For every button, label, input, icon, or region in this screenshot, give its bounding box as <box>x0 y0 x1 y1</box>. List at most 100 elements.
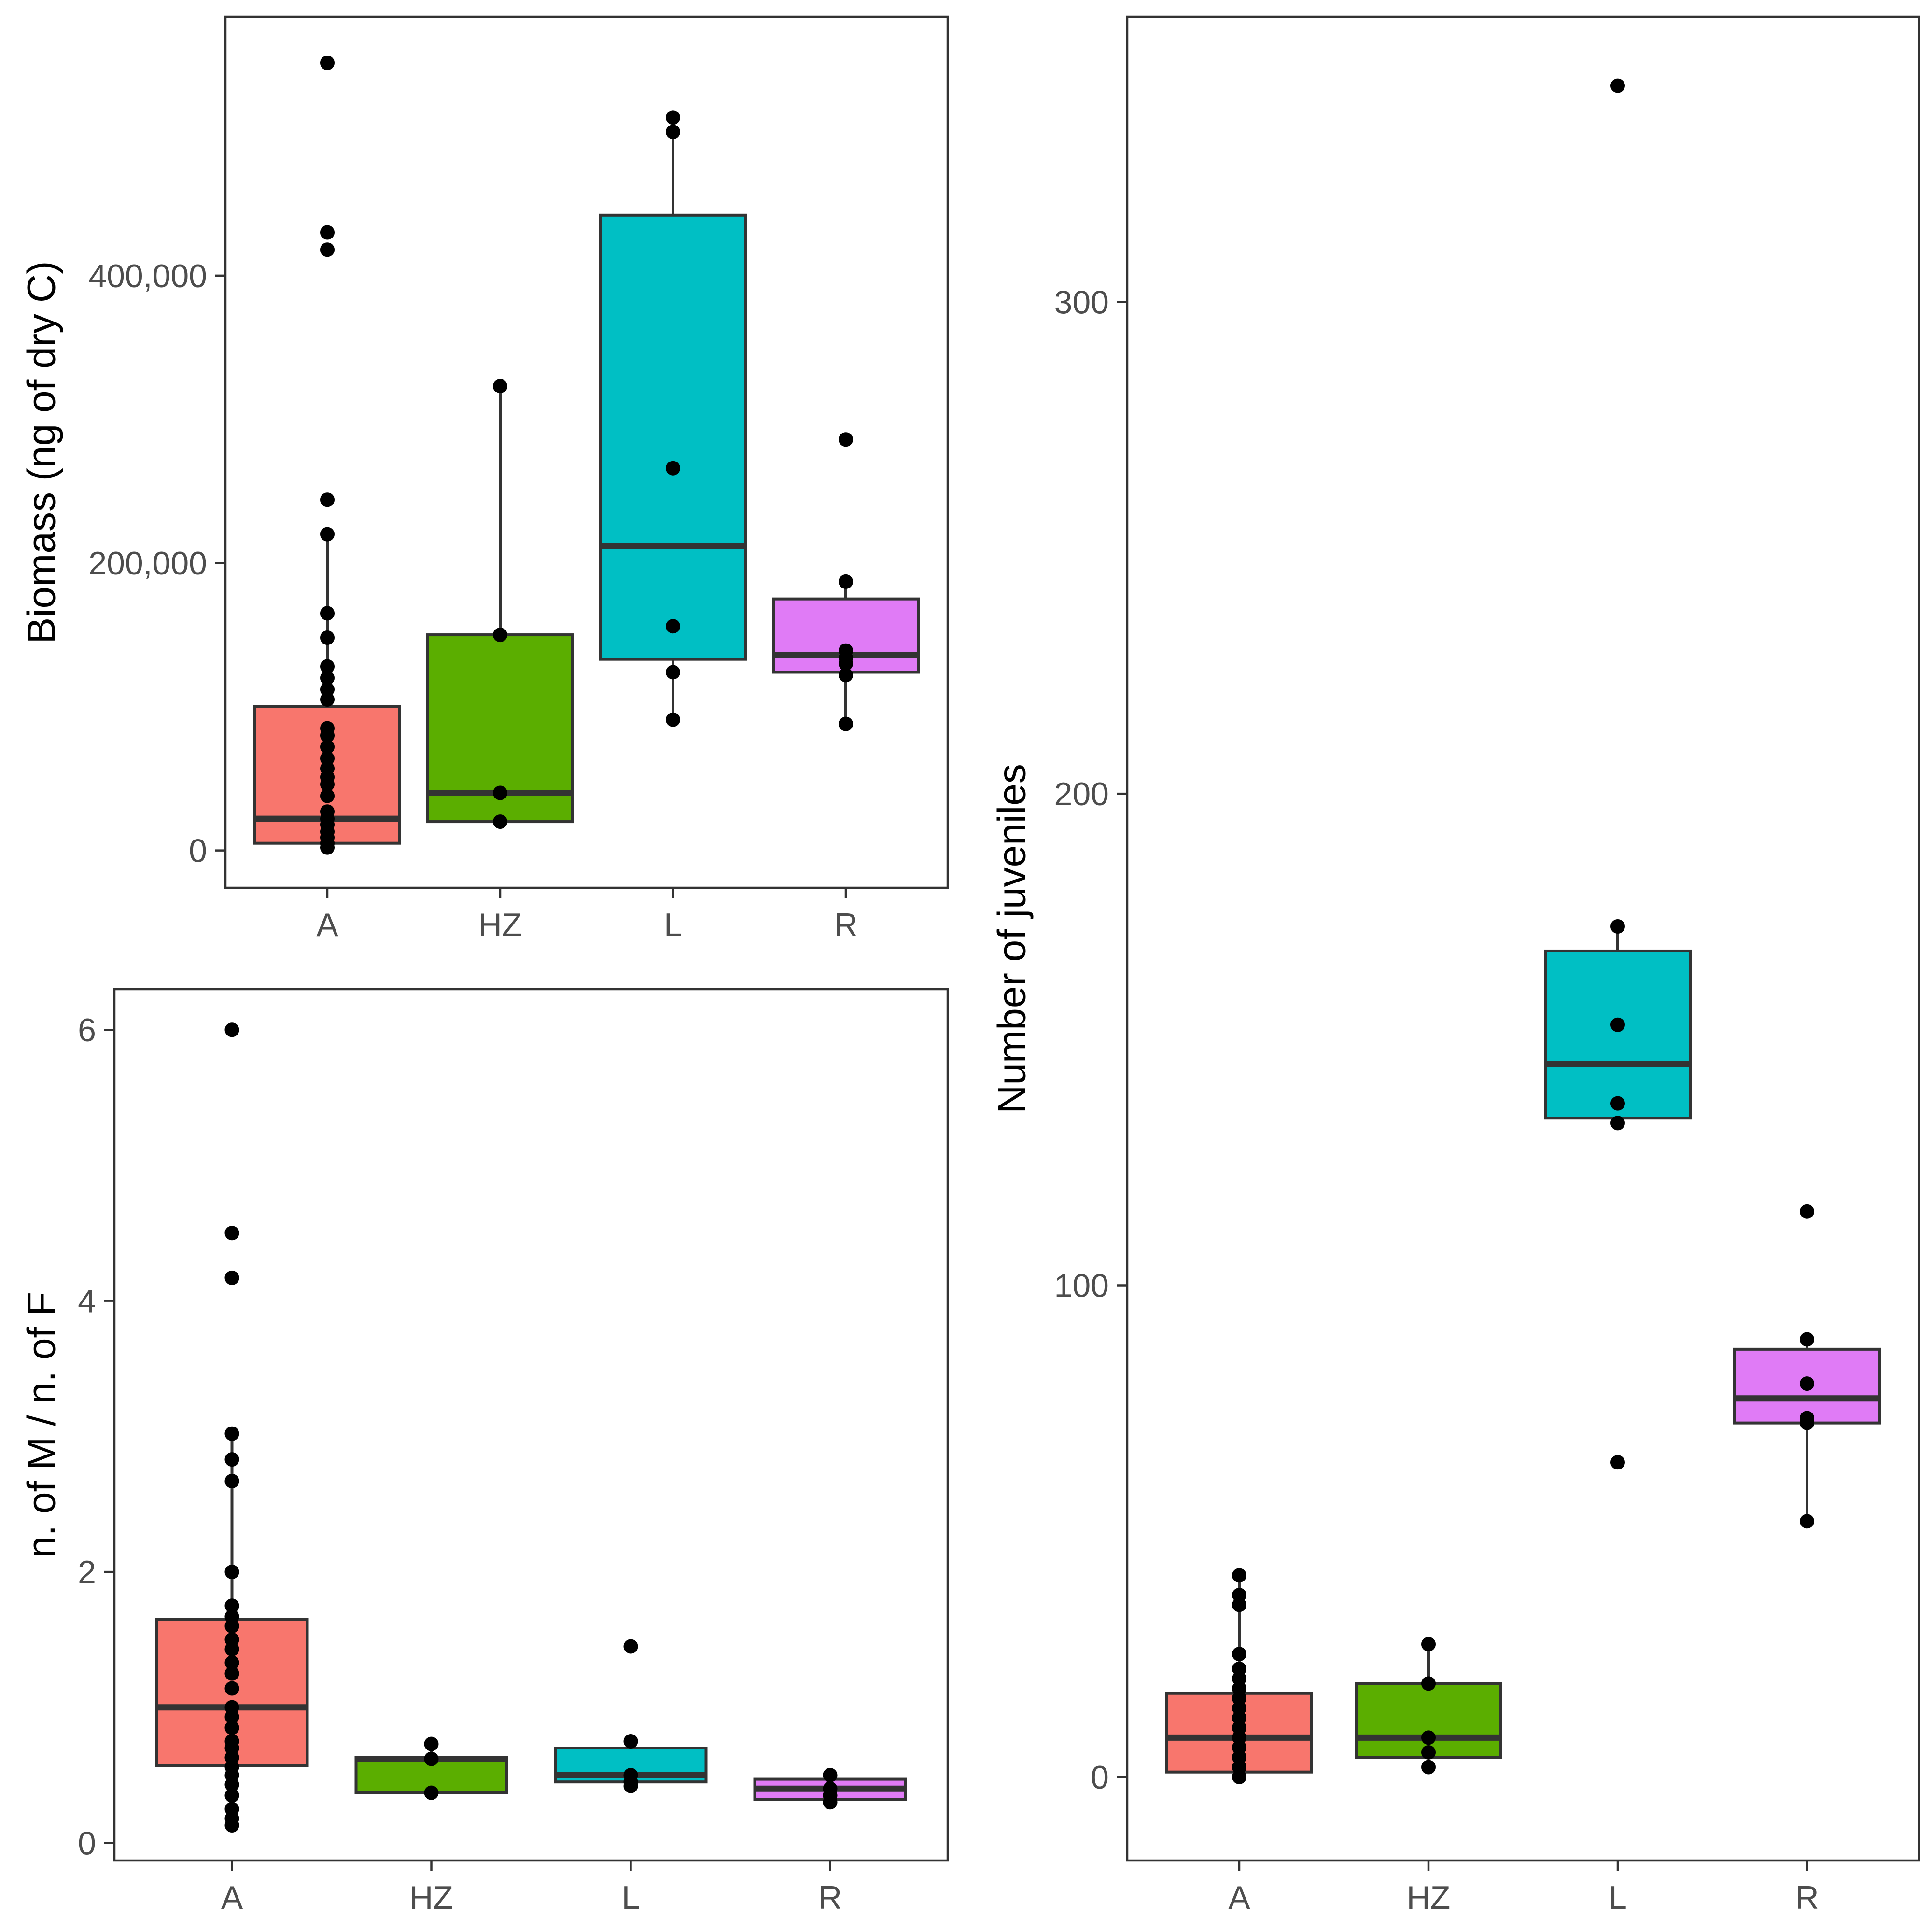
biomass-data-point-a <box>320 751 335 766</box>
juveniles-xtick-label-r: R <box>1795 1879 1819 1916</box>
biomass-data-point-r <box>839 432 853 447</box>
biomass-data-point-r <box>839 656 853 671</box>
juveniles-data-point-l <box>1610 1017 1625 1032</box>
sexratio-data-point-a <box>224 1619 239 1634</box>
biomass-data-point-l <box>666 461 680 476</box>
juveniles-box-hz <box>1355 1682 1502 1759</box>
juveniles-data-point-a <box>1232 1568 1246 1583</box>
biomass-panel: 0 200,000 400,000 Biomass (ng of dry C) A HZ L… <box>20 15 949 943</box>
biomass-data-point-a <box>320 740 335 755</box>
sexratio-data-point-l <box>623 1639 638 1654</box>
biomass-data-point-l <box>666 125 680 140</box>
biomass-xtick-label-l: L <box>664 907 682 943</box>
biomass-data-point-a <box>320 692 335 707</box>
sexratio-data-point-a <box>224 1681 239 1696</box>
sexratio-data-point-a <box>224 1818 239 1833</box>
sexratio-data-point-a <box>224 1226 239 1241</box>
sexratio-data-point-l <box>623 1778 638 1793</box>
juveniles-y-axis-title: Number of juveniles <box>990 764 1034 1114</box>
biomass-data-point-a <box>320 682 335 697</box>
sexratio-data-point-a <box>224 1777 239 1792</box>
juveniles-data-point-r <box>1800 1415 1814 1430</box>
sexratio-data-point-a <box>224 1452 239 1467</box>
juveniles-data-point-a <box>1232 1769 1246 1784</box>
biomass-box-l <box>599 213 747 661</box>
biomass-data-point-l <box>666 110 680 125</box>
juveniles-plot-frame <box>1126 15 1920 1862</box>
sexratio-ytick-label: 4 <box>78 1283 96 1320</box>
biomass-data-point-l <box>666 712 680 727</box>
juveniles-ytick-label: 100 <box>1054 1267 1109 1304</box>
juveniles-xtick-label-a: A <box>1228 1879 1250 1916</box>
juveniles-ytick-label: 200 <box>1054 776 1109 812</box>
biomass-data-point-hz <box>493 785 507 800</box>
sexratio-data-point-a <box>224 1720 239 1735</box>
juveniles-data-point-a <box>1232 1597 1246 1612</box>
juveniles-ytick-label: 0 <box>1091 1759 1109 1796</box>
juveniles-data-point-hz <box>1421 1745 1436 1760</box>
biomass-data-point-l <box>666 665 680 680</box>
juveniles-data-point-hz <box>1421 1760 1436 1775</box>
biomass-data-point-a <box>320 777 335 792</box>
sexratio-data-point-a <box>224 1642 239 1657</box>
biomass-data-point-a <box>320 728 335 743</box>
sexratio-data-point-a <box>224 1270 239 1285</box>
biomass-ytick-label: 400,000 <box>88 258 207 294</box>
biomass-data-point-r <box>839 716 853 731</box>
sexratio-data-point-r <box>823 1768 838 1783</box>
sexratio-data-point-a <box>224 1709 239 1724</box>
juveniles-data-point-r <box>1800 1332 1814 1347</box>
juveniles-data-point-l <box>1610 78 1625 93</box>
sexratio-data-point-a <box>224 1022 239 1037</box>
sexratio-data-point-hz <box>424 1751 439 1766</box>
sexratio-data-point-a <box>224 1426 239 1441</box>
biomass-data-point-r <box>839 574 853 589</box>
juveniles-ytick-label: 300 <box>1054 284 1109 321</box>
juveniles-data-point-a <box>1232 1647 1246 1662</box>
juveniles-data-point-l <box>1610 1096 1625 1111</box>
sexratio-data-point-a <box>224 1788 239 1803</box>
biomass-data-point-hz <box>493 628 507 643</box>
juveniles-box-l <box>1544 949 1692 1120</box>
juveniles-panel: 0 100 200 300 Number of juveniles A HZ L R <box>990 15 1920 1916</box>
juveniles-data-point-hz <box>1421 1730 1436 1745</box>
biomass-xtick-label-hz: HZ <box>478 907 522 943</box>
sexratio-plot-frame <box>113 988 949 1862</box>
sexratio-xtick-label-r: R <box>818 1879 842 1916</box>
sexratio-data-point-a <box>224 1473 239 1488</box>
juveniles-data-point-l <box>1610 1455 1625 1470</box>
sexratio-y-axis-title: n. of M / n. of F <box>20 1292 64 1558</box>
juveniles-data-point-l <box>1610 1116 1625 1131</box>
juveniles-data-point-hz <box>1421 1637 1436 1651</box>
sexratio-data-point-hz <box>424 1785 439 1800</box>
sexratio-data-point-a <box>224 1666 239 1681</box>
biomass-data-point-a <box>320 56 335 70</box>
biomass-xtick-label-a: A <box>316 907 338 943</box>
biomass-ytick-label: 200,000 <box>88 545 207 582</box>
biomass-data-point-a <box>320 527 335 542</box>
biomass-plot-frame <box>224 15 949 889</box>
juveniles-xtick-label-l: L <box>1609 1879 1627 1916</box>
juveniles-data-point-r <box>1800 1204 1814 1219</box>
juveniles-xtick-label-hz: HZ <box>1407 1879 1451 1916</box>
sexratio-ytick-label: 0 <box>78 1825 96 1862</box>
biomass-data-point-hz <box>493 379 507 394</box>
sexratio-xtick-label-hz: HZ <box>409 1879 453 1916</box>
sexratio-data-point-l <box>623 1734 638 1749</box>
biomass-xtick-label-r: R <box>834 907 857 943</box>
juveniles-data-point-r <box>1800 1376 1814 1391</box>
biomass-data-point-a <box>320 606 335 621</box>
biomass-data-point-a <box>320 840 335 855</box>
biomass-y-axis-title: Biomass (ng of dry C) <box>20 261 64 644</box>
sexratio-xtick-label-a: A <box>221 1879 243 1916</box>
sexratio-data-point-a <box>224 1598 239 1613</box>
biomass-data-point-a <box>320 788 335 803</box>
biomass-data-point-a <box>320 242 335 257</box>
juveniles-data-point-hz <box>1421 1676 1436 1691</box>
biomass-data-point-a <box>320 492 335 507</box>
juveniles-data-point-l <box>1610 919 1625 934</box>
sexratio-ytick-label: 2 <box>78 1554 96 1591</box>
sexratio-data-point-a <box>224 1655 239 1670</box>
biomass-data-point-a <box>320 225 335 240</box>
